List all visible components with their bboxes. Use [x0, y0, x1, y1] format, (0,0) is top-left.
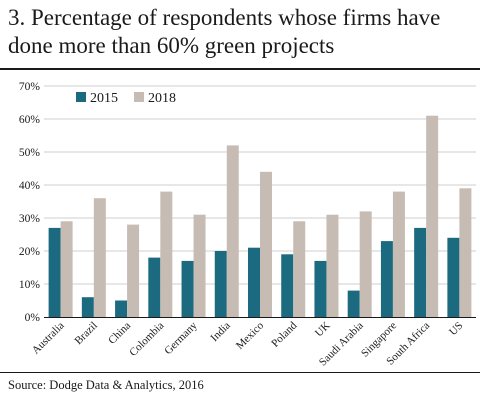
bar-2015	[447, 237, 460, 317]
y-tick-label: 60%	[19, 114, 41, 126]
y-tick-label: 20%	[19, 246, 41, 258]
bar-2018	[359, 211, 372, 317]
x-tick-label: Poland	[269, 319, 299, 349]
bar-2015	[281, 254, 294, 317]
bar-2015	[214, 251, 227, 317]
bar-2015	[81, 297, 94, 317]
x-tick-label: China	[106, 320, 133, 347]
bar-2018	[392, 191, 405, 317]
bar-2018	[160, 191, 173, 317]
x-tick-label: US	[447, 320, 465, 338]
bar-2015	[48, 227, 61, 317]
x-tick-label: Germany	[162, 319, 200, 357]
bar-2018	[226, 145, 239, 317]
top-divider	[0, 68, 480, 70]
y-tick-label: 0%	[25, 312, 41, 324]
bar-2018	[260, 171, 272, 317]
bar-2018	[127, 224, 140, 317]
bar-2018	[193, 214, 206, 317]
legend-swatch	[76, 92, 86, 102]
x-tick-label: Mexico	[234, 319, 267, 352]
bar-2018	[60, 221, 73, 317]
bar-2015	[148, 257, 161, 317]
x-tick-label: Australia	[30, 320, 67, 357]
bottom-divider	[0, 372, 480, 373]
y-tick-label: 40%	[19, 180, 41, 192]
x-tick-label: India	[208, 320, 233, 345]
bar-2015	[380, 241, 393, 317]
legend-label: 2018	[148, 91, 176, 106]
chart-area: 0% 10% 20% 30% 40% 50% 60% 70% Australia Brazil Ch…	[0, 72, 480, 368]
y-tick-label: 50%	[19, 147, 41, 159]
bar-2018	[459, 188, 472, 317]
legend-label: 2015	[90, 91, 118, 106]
bar-2015	[414, 227, 427, 317]
bar-2015	[181, 260, 194, 317]
chart-title: 3. Percentage of respondents whose firms…	[8, 5, 441, 58]
bar-2018	[93, 198, 106, 317]
y-tick-label: 10%	[19, 279, 41, 291]
y-tick-label: 30%	[19, 213, 41, 225]
y-tick-label: 70%	[19, 81, 41, 93]
x-tick-label: Colombia	[127, 320, 166, 359]
legend-swatch	[134, 92, 144, 102]
bar-2015	[248, 247, 260, 317]
bar-2015	[314, 260, 327, 317]
bar-2015	[115, 300, 128, 317]
bar-2015	[347, 290, 360, 317]
bar-2018	[426, 115, 439, 317]
bar-2018	[293, 221, 306, 317]
x-tick-label: Brazil	[72, 320, 99, 347]
bar-chart: 0% 10% 20% 30% 40% 50% 60% 70% Australia Brazil Ch…	[19, 81, 476, 368]
source-note: Source: Dodge Data & Analytics, 2016	[8, 378, 204, 392]
bar-2018	[326, 214, 339, 317]
x-tick-label: UK	[313, 320, 333, 340]
